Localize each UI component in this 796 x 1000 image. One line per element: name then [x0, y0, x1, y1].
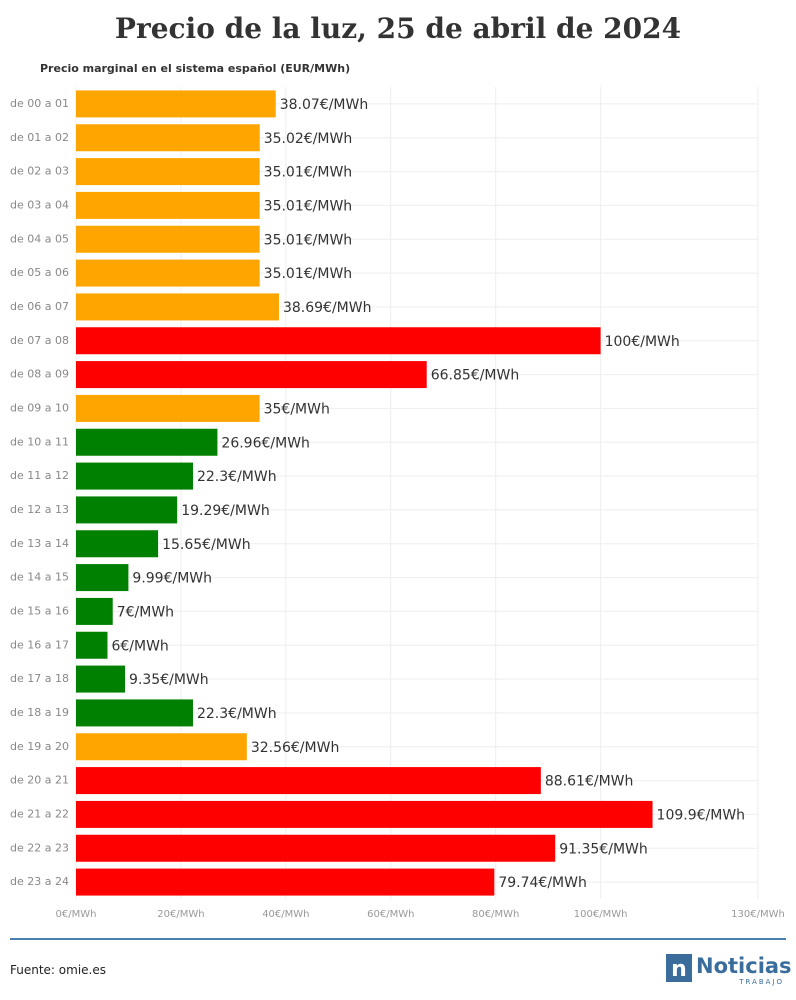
y-tick-label: de 16 a 17	[10, 638, 69, 651]
bar	[76, 90, 276, 118]
value-label: 38.07€/MWh	[280, 97, 369, 113]
x-tick-label: 60€/MWh	[367, 909, 414, 920]
y-tick-label: de 07 a 08	[10, 334, 69, 347]
value-label: 26.96€/MWh	[221, 435, 310, 451]
value-label: 91.35€/MWh	[559, 841, 648, 857]
y-tick-label: de 06 a 07	[10, 300, 69, 313]
bar	[76, 868, 495, 896]
bar	[76, 462, 193, 490]
value-label: 19.29€/MWh	[181, 503, 270, 519]
x-tick-label: 100€/MWh	[574, 909, 628, 920]
x-tick-label: 130€/MWh	[731, 909, 785, 920]
logo-subtext: TRABAJO	[738, 978, 784, 986]
y-tick-label: de 12 a 13	[10, 503, 69, 516]
y-tick-label: de 00 a 01	[10, 97, 69, 110]
value-label: 88.61€/MWh	[545, 774, 634, 790]
bar	[76, 394, 260, 422]
value-label: 109.9€/MWh	[657, 807, 746, 823]
y-tick-label: de 10 a 11	[10, 435, 69, 448]
y-tick-label: de 11 a 12	[10, 469, 69, 482]
y-tick-label: de 18 a 19	[10, 706, 69, 719]
chart-title: Precio de la luz, 25 de abril de 2024	[115, 12, 681, 45]
y-tick-label: de 01 a 02	[10, 131, 69, 144]
value-label: 32.56€/MWh	[251, 740, 339, 756]
bar	[76, 800, 653, 828]
bar	[76, 597, 113, 625]
bar	[76, 530, 159, 558]
bar	[76, 225, 260, 253]
value-label: 35.01€/MWh	[264, 165, 353, 181]
y-tick-label: de 17 a 18	[10, 672, 69, 685]
logo-icon	[666, 954, 692, 982]
bar	[76, 191, 260, 219]
y-tick-label: de 02 a 03	[10, 165, 69, 178]
y-tick-label: de 22 a 23	[10, 841, 69, 854]
bar	[76, 327, 601, 355]
bar	[76, 699, 193, 727]
bar	[76, 259, 260, 287]
value-label: 22.3€/MWh	[197, 469, 277, 485]
bar	[76, 496, 178, 524]
value-label: 35.01€/MWh	[264, 266, 353, 282]
bar	[76, 293, 279, 321]
y-tick-label: de 03 a 04	[10, 198, 69, 211]
value-label: 35.01€/MWh	[264, 232, 353, 248]
y-tick-label: de 13 a 14	[10, 537, 69, 550]
y-tick-label: de 15 a 16	[10, 604, 69, 617]
source: Fuente: omie.es	[10, 963, 106, 977]
value-label: 15.65€/MWh	[162, 537, 251, 553]
value-label: 66.85€/MWh	[431, 368, 520, 384]
y-tick-label: de 21 a 22	[10, 807, 69, 820]
x-tick-label: 20€/MWh	[157, 909, 204, 920]
y-tick-label: de 04 a 05	[10, 232, 69, 245]
bar	[76, 631, 108, 659]
value-label: 6€/MWh	[111, 638, 168, 654]
value-label: 35.02€/MWh	[264, 131, 353, 147]
bar	[76, 564, 129, 592]
value-label: 7€/MWh	[117, 604, 174, 620]
bar	[76, 124, 260, 152]
bar	[76, 665, 126, 693]
value-label: 35€/MWh	[264, 401, 330, 417]
value-label: 100€/MWh	[605, 334, 680, 350]
chart-subtitle: Precio marginal en el sistema español (E…	[40, 62, 350, 75]
value-label: 38.69€/MWh	[283, 300, 372, 316]
y-tick-label: de 14 a 15	[10, 571, 69, 584]
y-tick-label: de 05 a 06	[10, 266, 69, 279]
x-tick-label: 80€/MWh	[472, 909, 519, 920]
x-tick-label: 40€/MWh	[262, 909, 309, 920]
y-tick-label: de 23 a 24	[10, 875, 69, 888]
y-tick-label: de 09 a 10	[10, 401, 69, 414]
value-label: 9.35€/MWh	[129, 672, 209, 688]
logo-text: Noticias	[696, 954, 792, 978]
value-label: 9.99€/MWh	[132, 571, 212, 587]
bar	[76, 158, 260, 186]
bar	[76, 733, 247, 761]
y-tick-label: de 19 a 20	[10, 740, 69, 753]
bar	[76, 361, 427, 389]
value-label: 79.74€/MWh	[498, 875, 587, 891]
bar	[76, 767, 541, 795]
bar	[76, 428, 218, 456]
x-tick-label: 0€/MWh	[56, 909, 97, 920]
y-tick-label: de 20 a 21	[10, 774, 69, 787]
value-label: 35.01€/MWh	[264, 198, 353, 214]
logo-letter: n	[671, 957, 687, 982]
y-tick-label: de 08 a 09	[10, 368, 69, 381]
value-label: 22.3€/MWh	[197, 706, 277, 722]
bar	[76, 834, 556, 862]
